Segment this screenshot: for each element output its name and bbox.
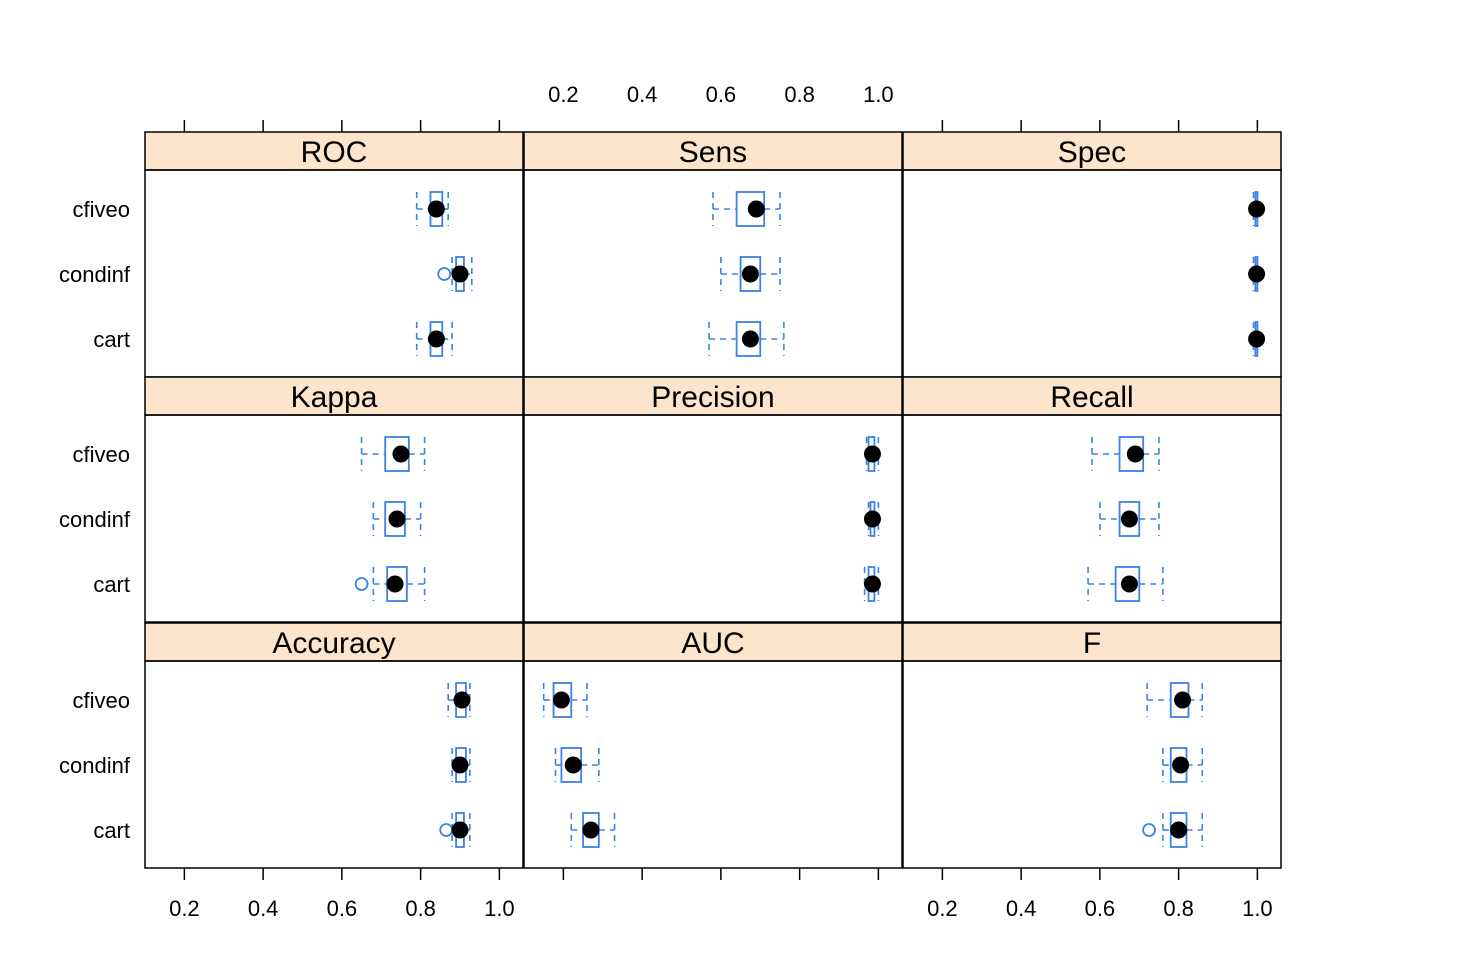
outlier-point xyxy=(439,823,454,837)
panel-frame xyxy=(144,414,524,623)
median-dot xyxy=(1126,445,1144,463)
median-dot xyxy=(1248,330,1266,348)
panel-title: Kappa xyxy=(291,381,378,414)
panel-frame xyxy=(523,414,903,623)
median-dot xyxy=(1120,575,1138,593)
median-dot xyxy=(386,575,404,593)
median-dot xyxy=(451,756,469,774)
box-iqr xyxy=(739,256,762,292)
category-label: cfiveo xyxy=(73,442,130,467)
median-dot xyxy=(451,821,469,839)
median-dot xyxy=(863,445,881,463)
median-dot xyxy=(1170,821,1188,839)
category-label: cart xyxy=(93,818,130,843)
median-dot xyxy=(582,821,600,839)
panel-title: F xyxy=(1083,627,1101,660)
median-dot xyxy=(863,575,881,593)
median-dot xyxy=(1172,756,1190,774)
category-label: cfiveo xyxy=(73,688,130,713)
outlier-point xyxy=(1142,823,1156,837)
median-dot xyxy=(427,330,445,348)
panel-frame xyxy=(902,414,1282,623)
median-dot xyxy=(1120,510,1138,528)
box-iqr xyxy=(1118,501,1141,537)
panel-frame xyxy=(144,660,524,869)
panel-title: Accuracy xyxy=(272,627,395,660)
bottom-tick-label: 0.2 xyxy=(169,896,200,921)
median-dot xyxy=(741,265,759,283)
strip-roc xyxy=(144,131,524,171)
strip-sens xyxy=(523,131,903,171)
bottom-tick-label: 1.0 xyxy=(484,896,515,921)
category-label: condinf xyxy=(59,507,131,532)
bottom-tick-label: 0.4 xyxy=(1006,896,1037,921)
panel-title: Recall xyxy=(1050,381,1133,414)
bottom-tick-label: 1.0 xyxy=(1242,896,1273,921)
category-label: condinf xyxy=(59,753,131,778)
bottom-tick-label: 0.6 xyxy=(1085,896,1116,921)
panel-frame xyxy=(902,169,1282,378)
bottom-tick-label: 0.8 xyxy=(1163,896,1194,921)
median-dot xyxy=(427,200,445,218)
median-dot xyxy=(741,330,759,348)
bottom-tick-label: 0.8 xyxy=(405,896,436,921)
panel-title: Precision xyxy=(651,381,774,414)
bottom-tick-label: 0.4 xyxy=(248,896,279,921)
median-dot xyxy=(453,691,471,709)
median-dot xyxy=(1248,265,1266,283)
median-dot xyxy=(863,510,881,528)
top-tick-label: 0.6 xyxy=(706,82,737,107)
median-dot xyxy=(451,265,469,283)
strip-precision xyxy=(523,376,903,416)
panel-frame xyxy=(523,169,903,378)
panel-title: ROC xyxy=(301,136,368,169)
panel-frame xyxy=(902,660,1282,869)
strip-spec xyxy=(902,131,1282,171)
panel-frame xyxy=(523,660,903,869)
strip-recall xyxy=(902,376,1282,416)
median-dot xyxy=(388,510,406,528)
top-tick-label: 1.0 xyxy=(863,82,894,107)
category-label: condinf xyxy=(59,262,131,287)
category-label: cfiveo xyxy=(73,197,130,222)
panel-title: Spec xyxy=(1058,136,1126,169)
bottom-tick-label: 0.2 xyxy=(927,896,958,921)
median-dot xyxy=(1248,200,1266,218)
outlier-point xyxy=(354,577,369,591)
panel-title: AUC xyxy=(681,627,744,660)
category-label: cart xyxy=(93,327,130,352)
box-iqr xyxy=(735,321,762,357)
median-dot xyxy=(747,200,765,218)
box-iqr xyxy=(1114,566,1141,602)
bottom-tick-label: 0.6 xyxy=(327,896,358,921)
median-dot xyxy=(564,756,582,774)
top-tick-label: 0.2 xyxy=(548,82,579,107)
median-dot xyxy=(1174,691,1192,709)
median-dot xyxy=(552,691,570,709)
panel-title: Sens xyxy=(679,136,747,169)
category-label: cart xyxy=(93,572,130,597)
top-tick-label: 0.4 xyxy=(627,82,658,107)
outlier-point xyxy=(437,267,452,281)
strip-kappa xyxy=(144,376,524,416)
strip-accuracy xyxy=(144,622,524,662)
strip-auc xyxy=(523,622,903,662)
median-dot xyxy=(392,445,410,463)
top-tick-label: 0.8 xyxy=(784,82,815,107)
